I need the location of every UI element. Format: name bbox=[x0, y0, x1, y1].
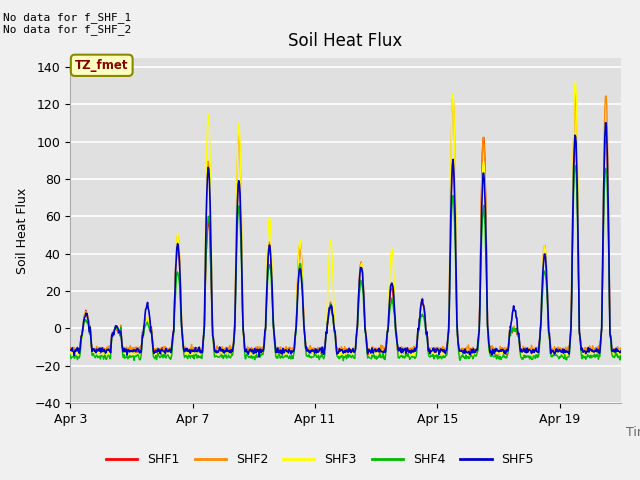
SHF5 bbox=[512, 308, 520, 313]
SHF1 bbox=[67, 346, 74, 351]
Legend: SHF1, SHF2, SHF3, SHF4, SHF5: SHF1, SHF2, SHF3, SHF4, SHF5 bbox=[101, 448, 539, 471]
SHF5 bbox=[196, 348, 204, 354]
Text: No data for f_SHF_1: No data for f_SHF_1 bbox=[3, 12, 131, 23]
SHF3 bbox=[617, 353, 625, 359]
SHF4 bbox=[296, 261, 304, 266]
Text: No data for f_SHF_2: No data for f_SHF_2 bbox=[3, 24, 131, 35]
SHF3 bbox=[67, 349, 74, 355]
SHF2 bbox=[296, 240, 304, 246]
SHF2 bbox=[267, 250, 275, 255]
SHF3 bbox=[86, 327, 94, 333]
SHF5 bbox=[67, 347, 74, 353]
SHF5 bbox=[617, 348, 625, 354]
Line: SHF5: SHF5 bbox=[70, 123, 621, 357]
SHF5 bbox=[602, 120, 610, 126]
SHF4 bbox=[617, 352, 625, 358]
SHF1 bbox=[378, 348, 386, 353]
SHF5 bbox=[86, 324, 94, 330]
Title: Soil Heat Flux: Soil Heat Flux bbox=[289, 33, 403, 50]
SHF2 bbox=[67, 346, 74, 351]
SHF3 bbox=[379, 350, 387, 356]
Line: SHF2: SHF2 bbox=[70, 95, 621, 353]
SHF3 bbox=[512, 327, 520, 333]
SHF1 bbox=[617, 348, 625, 354]
SHF3 bbox=[572, 78, 579, 84]
SHF2 bbox=[196, 346, 204, 352]
SHF2 bbox=[617, 347, 625, 352]
SHF2 bbox=[512, 328, 520, 334]
SHF5 bbox=[255, 354, 263, 360]
SHF3 bbox=[297, 244, 305, 250]
SHF4 bbox=[512, 329, 520, 335]
SHF4 bbox=[571, 163, 579, 168]
Text: TZ_fmet: TZ_fmet bbox=[75, 59, 129, 72]
SHF5 bbox=[268, 264, 275, 270]
SHF2 bbox=[438, 350, 445, 356]
SHF3 bbox=[268, 241, 275, 247]
SHF1 bbox=[602, 132, 610, 138]
SHF4 bbox=[379, 348, 387, 354]
Line: SHF1: SHF1 bbox=[70, 135, 621, 356]
SHF1 bbox=[442, 353, 450, 359]
SHF5 bbox=[379, 349, 387, 355]
SHF1 bbox=[512, 326, 520, 332]
Line: SHF3: SHF3 bbox=[70, 81, 621, 358]
SHF2 bbox=[86, 323, 94, 329]
SHF4 bbox=[196, 354, 204, 360]
SHF4 bbox=[86, 324, 94, 330]
Line: SHF4: SHF4 bbox=[70, 166, 621, 360]
SHF1 bbox=[296, 242, 304, 248]
SHF1 bbox=[267, 253, 275, 259]
SHF1 bbox=[196, 347, 204, 353]
SHF4 bbox=[67, 352, 74, 358]
SHF5 bbox=[297, 267, 305, 273]
SHF2 bbox=[378, 343, 386, 348]
SHF4 bbox=[340, 358, 348, 363]
Text: Time: Time bbox=[627, 426, 640, 439]
SHF3 bbox=[252, 355, 259, 360]
SHF1 bbox=[86, 325, 94, 331]
Y-axis label: Soil Heat Flux: Soil Heat Flux bbox=[16, 187, 29, 274]
SHF2 bbox=[572, 92, 579, 97]
SHF3 bbox=[196, 351, 204, 357]
SHF4 bbox=[267, 268, 275, 274]
